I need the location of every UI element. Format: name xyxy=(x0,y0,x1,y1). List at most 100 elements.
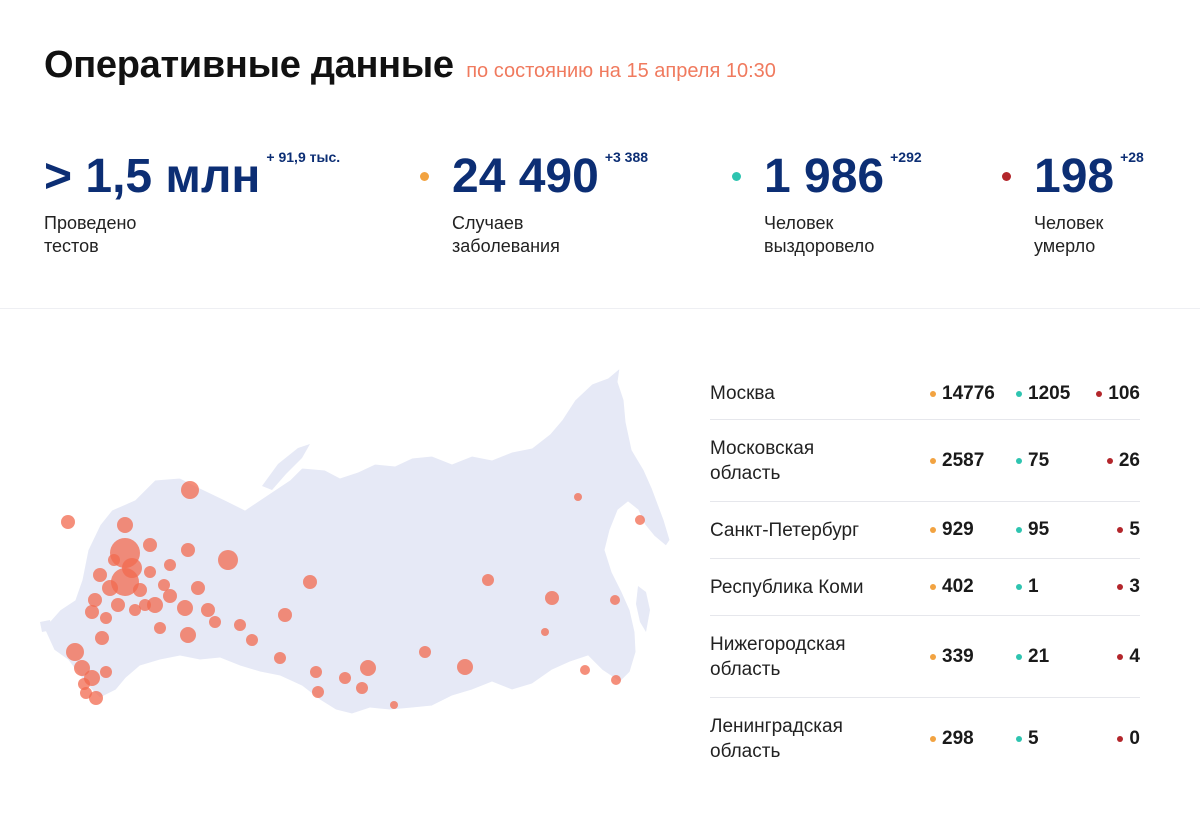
recovered-dot-icon xyxy=(1016,584,1022,590)
region-case-circle[interactable] xyxy=(541,628,549,636)
region-case-circle[interactable] xyxy=(78,678,90,690)
region-case-circle[interactable] xyxy=(100,612,112,624)
region-case-circle[interactable] xyxy=(191,581,205,595)
region-case-circle[interactable] xyxy=(158,579,170,591)
region-case-circle[interactable] xyxy=(129,604,141,616)
region-case-circle[interactable] xyxy=(310,666,322,678)
region-case-circle[interactable] xyxy=(108,554,120,566)
stat-deaths-value: 198 xyxy=(1034,150,1115,203)
page-header: Оперативные данные по состоянию на 15 ап… xyxy=(44,44,776,87)
cases-dot-icon xyxy=(930,584,936,590)
region-case-circle[interactable] xyxy=(147,597,163,613)
region-case-circle[interactable] xyxy=(274,652,286,664)
table-row[interactable]: Москва 14776 1205 106 xyxy=(710,368,1140,420)
region-case-circle[interactable] xyxy=(89,691,103,705)
cases-dot-icon xyxy=(930,653,936,660)
region-case-circle[interactable] xyxy=(100,666,112,678)
region-case-circle[interactable] xyxy=(74,660,90,676)
page-subtitle: по состоянию на 15 апреля 10:30 xyxy=(466,60,776,82)
region-deaths: 0 xyxy=(1129,728,1140,749)
region-recovered: 1 xyxy=(1028,576,1039,597)
table-row[interactable]: Республика Коми 402 1 3 xyxy=(710,559,1140,616)
region-cases: 339 xyxy=(942,645,974,667)
cases-dot-icon xyxy=(420,172,429,181)
region-deaths: 3 xyxy=(1129,576,1140,597)
region-case-circle[interactable] xyxy=(61,515,75,529)
region-case-circle[interactable] xyxy=(88,593,102,607)
region-deaths: 4 xyxy=(1129,645,1140,667)
region-case-circle[interactable] xyxy=(482,574,494,586)
region-case-circle[interactable] xyxy=(85,605,99,619)
region-case-circle[interactable] xyxy=(180,627,196,643)
region-case-circle[interactable] xyxy=(419,646,431,658)
region-case-circle[interactable] xyxy=(246,634,258,646)
region-case-circle[interactable] xyxy=(610,595,620,605)
region-case-circle[interactable] xyxy=(356,682,368,694)
table-row[interactable]: Ленинградская область 298 5 0 xyxy=(710,698,1140,780)
region-case-circle[interactable] xyxy=(234,619,246,631)
map-novaya-zemlya xyxy=(262,444,310,490)
region-case-circle[interactable] xyxy=(201,603,215,617)
deaths-dot-icon xyxy=(1117,527,1124,533)
region-case-circle[interactable] xyxy=(390,701,398,709)
region-case-circle[interactable] xyxy=(143,538,157,552)
region-case-circle[interactable] xyxy=(139,599,151,611)
cases-dot-icon xyxy=(930,736,936,742)
region-case-circle[interactable] xyxy=(457,659,473,675)
region-case-circle[interactable] xyxy=(580,665,590,675)
region-case-circle[interactable] xyxy=(122,558,142,578)
region-case-circle[interactable] xyxy=(93,568,107,582)
cases-dot-icon xyxy=(930,390,936,397)
region-case-circle[interactable] xyxy=(80,687,92,699)
region-case-circle[interactable] xyxy=(66,643,84,661)
region-case-circle[interactable] xyxy=(163,589,177,603)
deaths-dot-icon xyxy=(1117,736,1124,742)
table-row[interactable]: Московская область 2587 75 26 xyxy=(710,420,1140,502)
region-case-circle[interactable] xyxy=(209,616,221,628)
deaths-dot-icon xyxy=(1117,584,1124,590)
stat-deaths-label: Человек умерло xyxy=(1034,213,1104,256)
region-recovered: 95 xyxy=(1028,519,1050,540)
region-case-circle[interactable] xyxy=(635,515,645,525)
region-case-circle[interactable] xyxy=(177,600,193,616)
region-case-circle[interactable] xyxy=(574,493,582,501)
region-case-circle[interactable] xyxy=(278,608,292,622)
russia-map[interactable] xyxy=(40,360,680,730)
region-deaths: 26 xyxy=(1118,449,1140,471)
region-case-circle[interactable] xyxy=(303,575,317,589)
stat-recovered-label: Человек выздоровело xyxy=(764,213,875,256)
deaths-dot-icon xyxy=(1117,653,1124,660)
region-case-circle[interactable] xyxy=(339,672,351,684)
region-case-circle[interactable] xyxy=(117,517,133,533)
table-row[interactable]: Нижегородская область 339 21 4 xyxy=(710,616,1140,698)
region-cases: 14776 xyxy=(942,382,995,404)
stat-tests-label: Проведено тестов xyxy=(44,213,137,256)
recovered-dot-icon xyxy=(1016,390,1022,397)
deaths-dot-icon xyxy=(1002,172,1011,181)
region-case-circle[interactable] xyxy=(312,686,324,698)
region-case-circle[interactable] xyxy=(102,580,118,596)
region-recovered: 75 xyxy=(1028,449,1050,471)
recovered-dot-icon xyxy=(1016,527,1022,533)
region-name: Ленинградская область xyxy=(710,716,843,762)
region-case-circle[interactable] xyxy=(111,598,125,612)
table-row[interactable]: Санкт-Петербург 929 95 5 xyxy=(710,502,1140,559)
stat-deaths-delta: +28 xyxy=(1120,149,1144,165)
region-case-circle[interactable] xyxy=(164,559,176,571)
region-case-circle[interactable] xyxy=(144,566,156,578)
region-case-circle[interactable] xyxy=(181,481,199,499)
region-case-circle[interactable] xyxy=(95,631,109,645)
recovered-dot-icon xyxy=(1016,736,1022,742)
region-case-circle[interactable] xyxy=(360,660,376,676)
region-cases: 402 xyxy=(942,576,974,597)
region-case-circle[interactable] xyxy=(133,583,147,597)
stat-tests-value: > 1,5 млн xyxy=(44,150,261,203)
region-case-circle[interactable] xyxy=(545,591,559,605)
region-case-circle[interactable] xyxy=(611,675,621,685)
map-land xyxy=(43,366,671,715)
region-case-circle[interactable] xyxy=(154,622,166,634)
region-case-circle[interactable] xyxy=(218,550,238,570)
region-case-circle[interactable] xyxy=(181,543,195,557)
region-name: Санкт-Петербург xyxy=(710,519,860,541)
stat-cases-label: Случаев заболевания xyxy=(452,213,560,256)
